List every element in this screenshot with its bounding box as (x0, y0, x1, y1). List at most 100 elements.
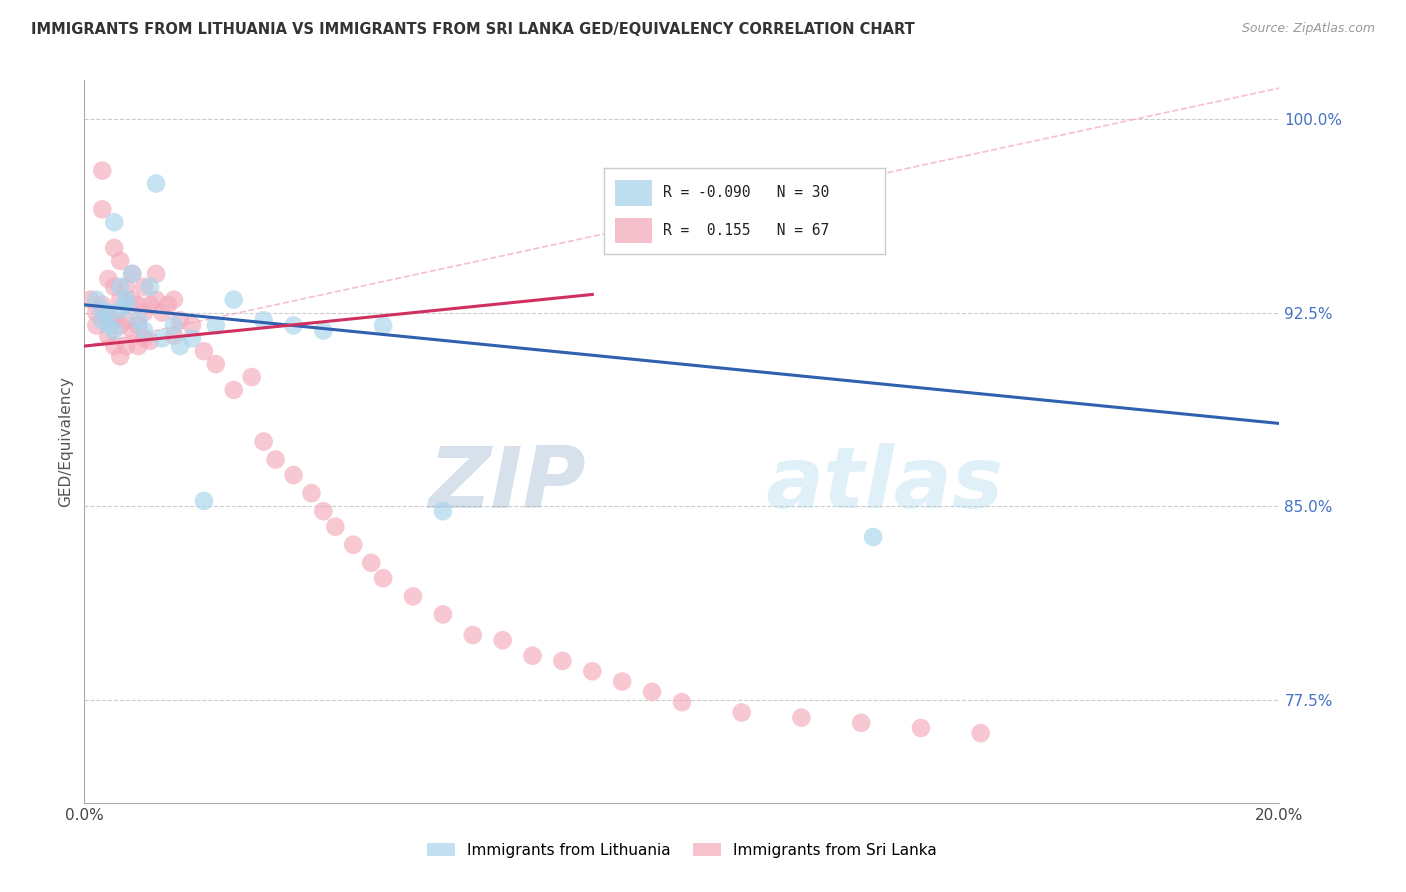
Point (862, 530, 884, 544)
Point (86, 318, 108, 333)
Point (110, 253, 132, 268)
Point (325, 519, 347, 533)
Point (551, 654, 574, 668)
Point (671, 695, 693, 709)
Point (312, 504, 335, 518)
Legend: Immigrants from Lithuania, Immigrants from Sri Lanka: Immigrants from Lithuania, Immigrants fr… (420, 837, 943, 863)
Point (110, 350, 132, 364)
Point (910, 721, 932, 735)
Point (163, 293, 186, 307)
Point (103, 324, 125, 338)
Point (91, 313, 114, 327)
Point (91, 298, 114, 312)
Point (97, 318, 120, 333)
Point (432, 504, 454, 518)
Point (91, 202, 114, 217)
Point (110, 293, 132, 307)
Point (121, 324, 143, 338)
Point (169, 339, 191, 353)
Point (253, 434, 276, 449)
Point (641, 685, 664, 699)
Point (132, 305, 156, 319)
Point (163, 318, 186, 333)
Point (103, 215, 125, 229)
Point (205, 318, 228, 333)
Point (612, 674, 634, 689)
Point (240, 370, 263, 384)
Point (103, 339, 125, 353)
Point (157, 298, 180, 312)
Point (150, 305, 173, 319)
Point (115, 313, 138, 327)
Point (222, 383, 245, 397)
Point (301, 486, 323, 500)
Point (373, 318, 395, 333)
Point (127, 298, 149, 312)
Point (163, 328, 186, 343)
Point (790, 711, 813, 725)
Point (581, 664, 603, 678)
Text: Source: ZipAtlas.com: Source: ZipAtlas.com (1241, 22, 1375, 36)
Point (121, 293, 143, 307)
Point (127, 313, 149, 327)
Point (145, 177, 167, 191)
Point (169, 313, 191, 327)
Point (115, 279, 138, 293)
Point (132, 324, 156, 338)
Point (91, 163, 114, 178)
Point (139, 298, 162, 312)
Point (145, 293, 167, 307)
Point (264, 452, 287, 467)
Point (139, 334, 162, 348)
Text: atlas: atlas (766, 443, 1004, 526)
Point (86, 305, 108, 319)
Point (103, 241, 125, 255)
Point (132, 331, 156, 345)
Point (342, 538, 364, 552)
Point (193, 494, 215, 508)
Point (103, 313, 125, 327)
Point (110, 302, 132, 317)
Point (181, 318, 204, 333)
Point (731, 706, 754, 720)
Point (115, 339, 138, 353)
Point (373, 571, 395, 585)
Point (91, 302, 114, 317)
Y-axis label: GED/Equivalency: GED/Equivalency (58, 376, 73, 507)
Point (121, 267, 143, 281)
Point (79, 293, 101, 307)
Point (283, 468, 305, 483)
Point (522, 648, 544, 663)
Point (110, 318, 132, 333)
Point (205, 357, 228, 371)
Point (97, 272, 120, 286)
Point (312, 324, 335, 338)
Point (862, 210, 884, 224)
Point (492, 633, 515, 648)
Point (97, 305, 120, 319)
Point (97, 328, 120, 343)
Point (132, 279, 156, 293)
Point (402, 590, 425, 604)
Point (86, 293, 108, 307)
Point (432, 607, 454, 622)
Point (139, 279, 162, 293)
Point (103, 279, 125, 293)
Point (461, 628, 484, 642)
Point (970, 726, 993, 740)
Point (150, 331, 173, 345)
Point (121, 267, 143, 281)
Point (127, 318, 149, 333)
Point (110, 279, 132, 293)
Point (851, 715, 873, 730)
Point (193, 344, 215, 359)
Point (145, 267, 167, 281)
Point (97, 308, 120, 322)
Point (127, 339, 149, 353)
Point (253, 313, 276, 327)
Text: ZIP: ZIP (429, 443, 586, 526)
Point (115, 298, 138, 312)
Point (181, 331, 204, 345)
Text: IMMIGRANTS FROM LITHUANIA VS IMMIGRANTS FROM SRI LANKA GED/EQUIVALENCY CORRELATI: IMMIGRANTS FROM LITHUANIA VS IMMIGRANTS … (31, 22, 915, 37)
Point (283, 318, 305, 333)
